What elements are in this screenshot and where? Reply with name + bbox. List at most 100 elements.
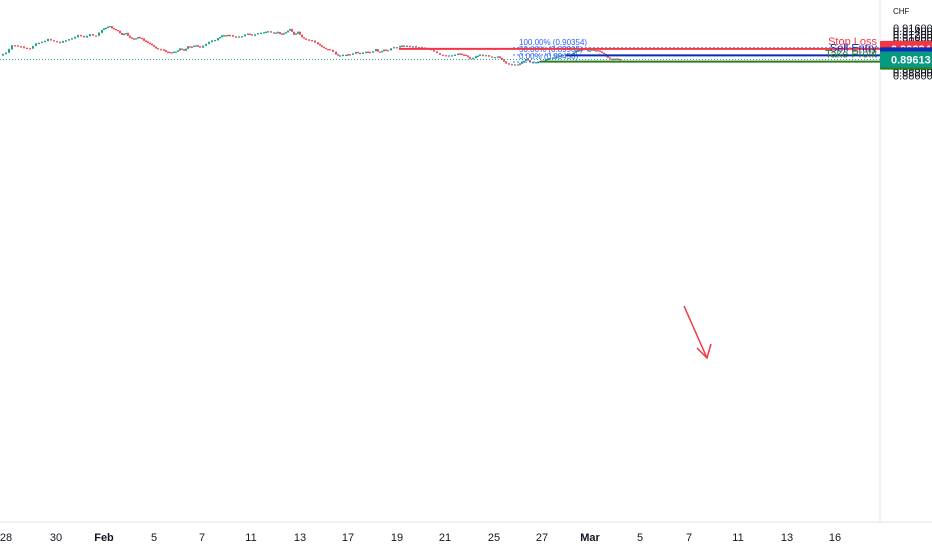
candle-body [5,52,7,55]
price-tick-label: 0.91400 [893,26,932,38]
candle-body [383,49,385,52]
candle-body [396,47,398,49]
candle-body [98,32,100,36]
candle-body [217,38,219,41]
date-tick-label: 11 [245,532,256,544]
candle-body [56,41,58,43]
candle-body [362,52,364,54]
candle-body [497,56,499,58]
date-tick-label: 13 [781,532,793,544]
candle-body [442,54,444,56]
candle-body [323,47,325,49]
candle-body [145,40,147,42]
candle-body [109,26,111,28]
overlays-group: 100.00% (0.90354)50.00% (0.89905)0.00% (… [0,36,880,360]
candle-body [613,58,615,60]
candle-body [221,35,223,38]
date-tick-label: 27 [536,532,548,544]
date-tick-label: 30 [50,532,62,544]
candle-body [291,29,293,32]
candle-body [562,55,564,57]
time-axis[interactable]: 28 30 Feb 5 7 11 13 17 19 21 25 27 Mar 5 7 11 13 16 [0,532,841,544]
candle-body [409,45,411,48]
candle-body [23,46,25,48]
candle-body [165,50,167,52]
candle-body [537,62,539,64]
candle-body [195,45,197,47]
candles-group [2,25,621,66]
candle-body [113,28,115,30]
candle-body [267,31,269,33]
candle-body [125,33,127,35]
candle-body [369,52,371,54]
candle-body [475,56,477,58]
candle-body [59,42,61,44]
candle-body [214,40,216,42]
candle-body [260,32,262,34]
date-tick-label: Feb [94,532,114,544]
candle-body [26,47,28,50]
fib-trend-line [587,47,617,63]
candle-body [421,47,423,49]
candle-body [123,33,125,36]
candle-body [532,62,534,64]
candle-body [141,38,143,40]
candle-body [299,31,301,35]
candle-body [448,55,450,57]
candle-body [327,49,329,51]
candle-body [95,35,97,37]
candle-body [147,41,149,43]
candle-body [225,35,227,37]
candle-body [175,51,177,53]
date-tick-label: 11 [732,532,743,544]
price-axis[interactable]: CHF 0.916000.914000.912000.910000.908000… [880,7,932,83]
candle-body [131,37,133,39]
candle-body [609,57,611,59]
candle-body [191,46,193,48]
candle-body [485,55,487,57]
candle-body [167,51,169,53]
candle-body [314,40,316,43]
candle-body [127,33,129,36]
candle-body [119,30,121,34]
candle-body [83,36,85,38]
candle-body [451,55,453,57]
candle-body [352,53,354,55]
candle-body [47,39,49,42]
candle-body [277,31,279,34]
date-tick-label: 7 [686,532,692,544]
candle-body [301,34,303,38]
candle-body [552,57,554,59]
candle-body [549,58,551,60]
candle-body [157,48,159,50]
candle-body [11,45,13,50]
candle-body [281,33,283,35]
candle-body [68,39,70,41]
candle-body [457,53,459,55]
candle-body [381,51,383,53]
projection-arrow-shaft [683,305,708,359]
candle-body [459,53,461,55]
candle-body [377,49,379,52]
candle-body [65,40,67,42]
candle-body [44,41,46,43]
candle-body [251,34,253,36]
candle-body [445,55,447,57]
candle-body [179,48,181,51]
candle-body [355,52,357,54]
candle-body [115,28,117,31]
candle-body [287,30,289,33]
candle-body [135,38,137,40]
candle-body [619,59,621,61]
candle-body [337,54,339,56]
candle-body [273,32,275,34]
candle-body [107,26,109,29]
date-tick-label: Mar [580,532,600,544]
candle-body [270,31,272,33]
candle-body [235,36,237,38]
candle-body [163,49,165,51]
candle-body [603,52,605,55]
candle-body [117,30,119,32]
candle-body [197,45,199,47]
